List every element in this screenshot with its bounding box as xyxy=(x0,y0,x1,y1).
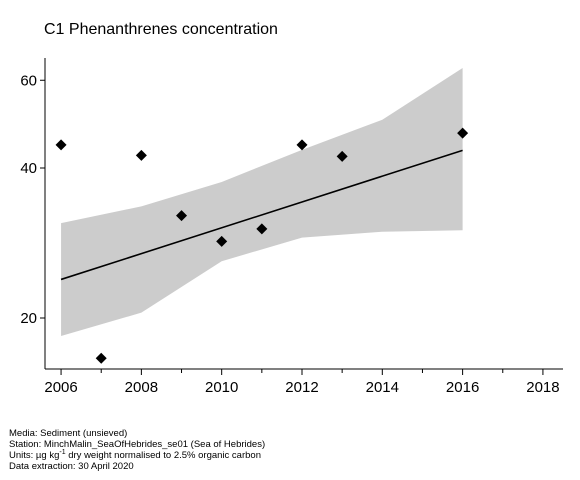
data-point xyxy=(256,223,268,235)
x-tick-label: 2010 xyxy=(205,379,238,396)
units-suffix: dry weight normalised to 2.5% organic ca… xyxy=(65,450,261,461)
x-tick-label: 2008 xyxy=(125,379,158,396)
y-tick-label: 20 xyxy=(20,310,37,327)
chart-title: C1 Phenanthrenes concentration xyxy=(44,21,278,38)
data-point xyxy=(336,150,348,162)
footer-station: Station: MinchMalin_SeaOfHebrides_se01 (… xyxy=(9,439,266,450)
x-tick-label: 2006 xyxy=(44,379,77,396)
data-point xyxy=(95,352,107,364)
data-point xyxy=(296,139,308,151)
footer-units: Units: µg kg-1 dry weight normalised to … xyxy=(9,448,265,461)
data-point xyxy=(176,210,188,222)
confidence-band xyxy=(61,67,463,337)
data-point xyxy=(135,149,147,161)
x-tick-label: 2014 xyxy=(366,379,399,396)
data-points-layer xyxy=(55,127,469,364)
confidence-band-layer xyxy=(61,67,463,337)
units-prefix: Units: µg kg xyxy=(9,450,60,461)
trend-line xyxy=(60,149,463,281)
units-exponent: -1 xyxy=(59,448,66,456)
trend-line-layer xyxy=(60,149,463,281)
footer-metadata: Media: Sediment (unsieved) Station: Minc… xyxy=(9,428,265,472)
axes-layer: 20 40 60 2006 2008 2010 2012 2014 2016 2018 xyxy=(20,58,563,396)
footer-media: Media: Sediment (unsieved) xyxy=(9,428,128,439)
y-tick-label: 40 xyxy=(20,160,37,177)
x-tick-label: 2012 xyxy=(285,379,318,396)
data-point xyxy=(457,127,469,139)
footer-extraction: Data extraction: 30 April 2020 xyxy=(9,461,134,472)
x-tick-label: 2016 xyxy=(446,379,479,396)
x-tick-label: 2018 xyxy=(526,379,559,396)
y-tick-label: 60 xyxy=(20,72,37,89)
data-point xyxy=(216,235,228,247)
data-point xyxy=(55,139,67,151)
